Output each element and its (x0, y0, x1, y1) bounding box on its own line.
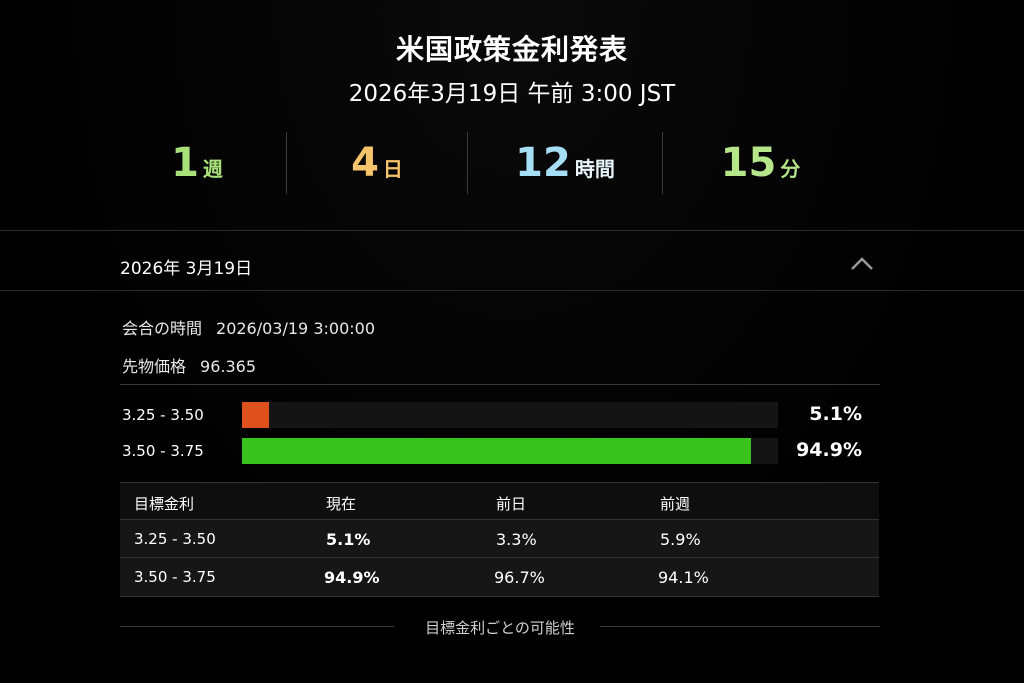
announcement-datetime: 2026年3月19日 午前 3:00 JST (348, 81, 676, 107)
futures-price-value: 96.365 (200, 357, 256, 376)
probability-bar-track (242, 438, 778, 464)
section-divider (0, 230, 1024, 231)
probability-bar-row: 3.25 - 3.50 5.1% (122, 402, 882, 428)
countdown-divider (286, 132, 287, 194)
countdown-weeks-unit: 週 (202, 156, 223, 181)
countdown-days-value: 4 (351, 140, 379, 186)
table-header-previous-week: 前週 (660, 495, 691, 513)
probability-bar-row: 3.50 - 3.75 94.9% (122, 438, 882, 464)
probability-bar-percent: 94.9% (796, 439, 862, 461)
countdown-timer: 1 週 4 日 12 時間 15 分 (108, 132, 908, 194)
table-cell-previous-day: 3.3% (496, 530, 537, 549)
footer-divider-right (600, 626, 880, 627)
countdown-weeks: 1 週 (108, 132, 286, 194)
table-cell-range: 3.25 - 3.50 (134, 530, 216, 548)
info-divider (120, 384, 880, 385)
table-cell-current: 94.9% (324, 568, 380, 587)
countdown-minutes-unit: 分 (780, 156, 801, 181)
probability-bar-range: 3.25 - 3.50 (122, 406, 204, 424)
accordion-header-date: 2026年 3月19日 (120, 259, 253, 279)
countdown-minutes: 15 分 (663, 132, 858, 194)
table-cell-previous-week: 5.9% (660, 530, 701, 549)
table-cell-previous-day: 96.7% (494, 568, 545, 587)
countdown-divider (467, 132, 468, 194)
page-title: 米国政策金利発表 (395, 33, 628, 66)
countdown-days: 4 日 (287, 132, 467, 194)
table-cell-current: 5.1% (326, 530, 371, 549)
table-row: 3.25 - 3.50 5.1% 3.3% 5.9% (120, 519, 879, 558)
probability-bar-fill (242, 402, 270, 428)
probability-bar-range: 3.50 - 3.75 (122, 442, 204, 460)
footer-divider-left (120, 626, 394, 627)
probability-bar-fill (242, 438, 751, 464)
table-header-target-rate: 目標金利 (134, 495, 195, 513)
footer-caption: 目標金利ごとの可能性 (425, 619, 575, 637)
countdown-hours: 12 時間 (468, 132, 662, 194)
chevron-up-icon[interactable] (848, 250, 876, 278)
table-row: 3.50 - 3.75 94.9% 96.7% 94.1% (120, 557, 879, 597)
meeting-time-value: 2026/03/19 3:00:00 (216, 319, 375, 338)
countdown-divider (662, 132, 663, 194)
table-cell-range: 3.50 - 3.75 (134, 568, 216, 586)
probability-bar-percent: 5.1% (809, 403, 862, 425)
table-header-row: 目標金利 現在 前日 前週 (120, 482, 879, 521)
countdown-weeks-value: 1 (171, 140, 199, 186)
table-header-previous-day: 前日 (496, 495, 527, 513)
countdown-days-unit: 日 (382, 156, 403, 181)
countdown-hours-value: 12 (515, 140, 571, 186)
futures-price-row: 先物価格 96.365 (122, 353, 256, 377)
meeting-time-label: 会合の時間 (122, 319, 203, 338)
table-cell-previous-week: 94.1% (658, 568, 709, 587)
table-header-current: 現在 (326, 495, 357, 513)
futures-price-label: 先物価格 (122, 357, 187, 376)
countdown-hours-unit: 時間 (574, 156, 615, 181)
meeting-time-row: 会合の時間 2026/03/19 3:00:00 (122, 315, 375, 339)
probability-bar-track (242, 402, 778, 428)
accordion-header-divider (0, 290, 1024, 291)
countdown-minutes-value: 15 (720, 140, 777, 186)
